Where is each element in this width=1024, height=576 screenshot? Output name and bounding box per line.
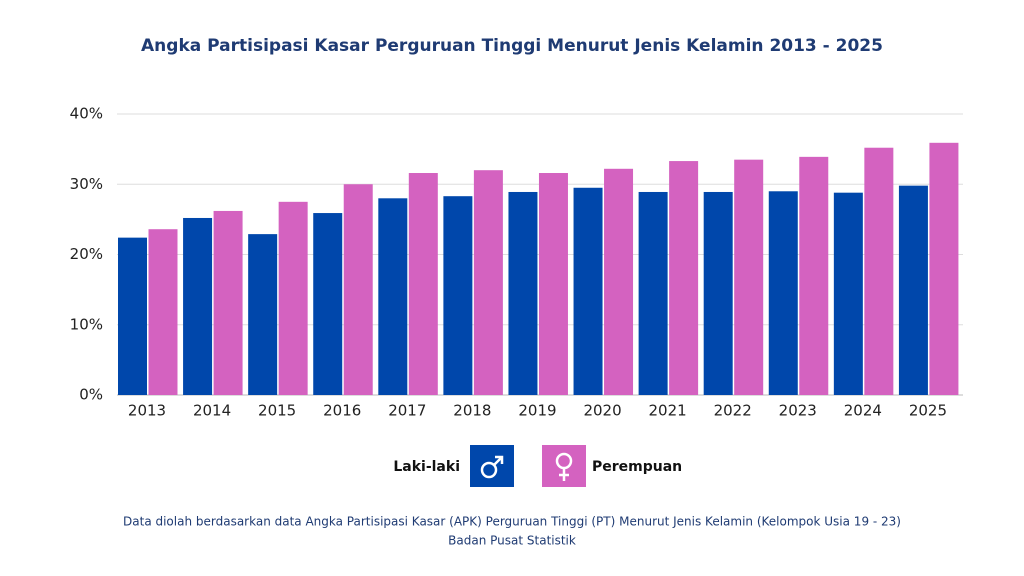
bar [734,159,764,395]
bar [768,191,798,395]
x-tick-label: 2015 [258,402,296,420]
bar [378,198,408,395]
footnote: Data diolah berdasarkan data Angka Parti… [123,515,901,529]
y-tick-label: 0% [79,386,103,404]
footnote: Badan Pusat Statistik [448,534,576,548]
bar [573,187,603,395]
bar [703,191,733,395]
legend-swatch [470,445,514,487]
x-tick-label: 2021 [649,402,687,420]
bar [343,184,373,395]
x-tick-label: 2014 [193,402,231,420]
x-tick-label: 2013 [128,402,166,420]
bar [313,213,343,395]
x-tick-label: 2023 [779,402,817,420]
bar [864,147,894,395]
x-tick-label: 2022 [714,402,752,420]
bar [508,191,538,395]
legend-label: Laki-laki [393,459,460,475]
bar [408,173,438,395]
legend-icon [493,455,504,466]
y-tick-label: 10% [70,315,103,333]
bar [473,170,503,395]
legend-icon [480,461,498,479]
chart-title: Angka Partisipasi Kasar Perguruan Tinggi… [141,36,883,56]
bar [638,191,668,395]
bar [248,234,278,395]
bar [669,161,699,395]
bar [443,196,473,395]
x-tick-label: 2016 [323,402,361,420]
bar [148,229,178,395]
bar [929,142,959,395]
x-tick-label: 2017 [388,402,426,420]
bar [278,201,308,395]
x-tick-label: 2018 [453,402,491,420]
bar [183,217,213,395]
bar [799,156,829,395]
y-tick-label: 30% [70,175,103,193]
bar [213,210,243,395]
legend-label: Perempuan [592,459,682,475]
x-tick-label: 2020 [583,402,621,420]
x-tick-label: 2019 [518,402,556,420]
bar [118,237,147,395]
bar [604,168,634,395]
bar [898,185,928,395]
x-tick-label: 2024 [844,402,882,420]
legend-icon [559,468,569,481]
bar [538,173,568,395]
y-tick-label: 20% [70,245,103,263]
y-tick-label: 40% [70,105,103,123]
x-tick-label: 2025 [909,402,947,420]
bar [833,192,863,395]
